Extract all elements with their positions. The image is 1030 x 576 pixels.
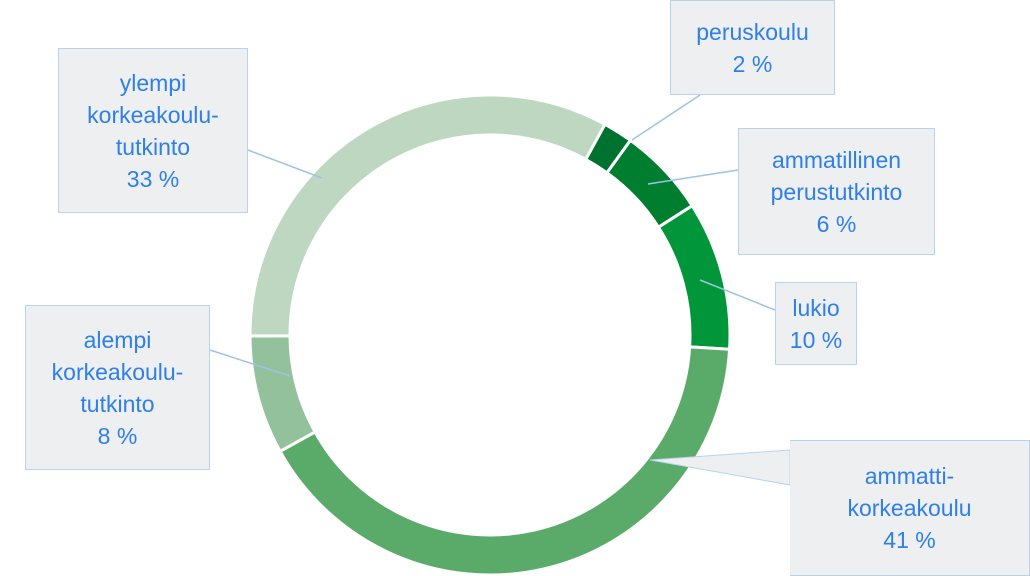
leader-line (247, 149, 323, 179)
category-label: ammatillinen perustutkinto (770, 146, 903, 205)
value-label: 2 % (732, 50, 773, 77)
data-label: alempi korkeakoulu-tutkinto 8 % (25, 305, 210, 470)
value-label: 41 % (883, 527, 936, 553)
category-label: peruskoulu (696, 18, 809, 45)
donut-segment (248, 334, 318, 454)
data-label: ammatillinen perustutkinto 6 % (738, 128, 935, 255)
value-label: 6 % (816, 210, 857, 237)
category-label: alempi korkeakoulu-tutkinto (51, 326, 184, 417)
leader-line (647, 169, 739, 185)
leader-line (699, 279, 776, 311)
data-label: ylempi korkeakoulu-tutkinto 33 % (58, 48, 248, 213)
value-label: 8 % (97, 422, 138, 449)
category-label: ammatti-korkeakoulu (847, 463, 972, 521)
value-label: 10 % (789, 326, 843, 353)
donut-segment (656, 203, 732, 351)
leader-line (209, 349, 291, 377)
leader-line (631, 94, 701, 141)
category-label: ylempi korkeakoulu-tutkinto (87, 69, 219, 160)
data-label: ammatti-korkeakoulu 41 % (790, 440, 1030, 576)
data-label: peruskoulu 2 % (670, 0, 835, 95)
value-label: 33 % (126, 165, 180, 192)
category-label: lukio (792, 294, 840, 321)
data-label: lukio 10 % (775, 282, 857, 365)
donut-segment (248, 93, 607, 338)
